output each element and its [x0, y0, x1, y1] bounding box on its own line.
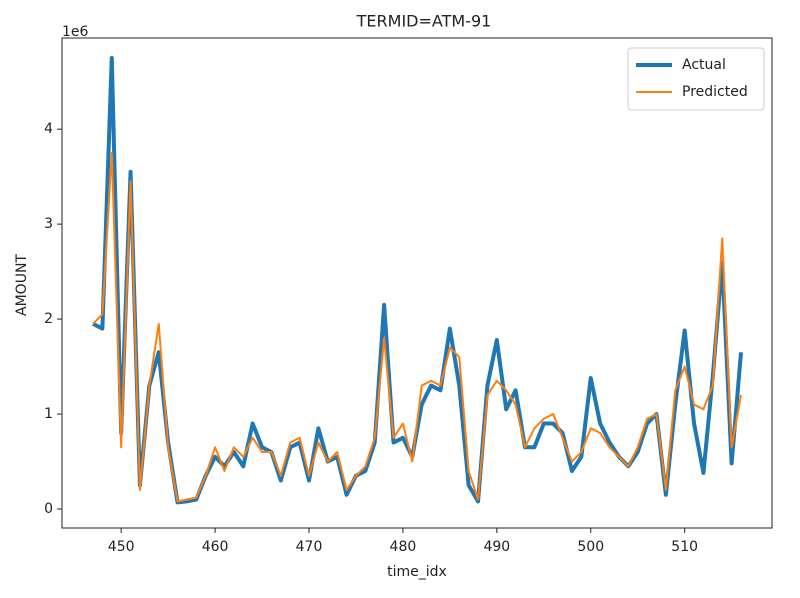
chart-title: TERMID=ATM-91 — [356, 12, 492, 31]
series-line — [92, 151, 742, 503]
y-tick-label: 4 — [44, 121, 53, 137]
x-tick-label: 490 — [483, 539, 510, 555]
series-line — [92, 55, 744, 505]
x-tick-label: 460 — [202, 539, 229, 555]
legend-label: Predicted — [682, 84, 748, 100]
x-axis-label: time_idx — [387, 564, 447, 580]
x-tick-label: 450 — [108, 539, 135, 555]
x-tick-label: 510 — [671, 539, 698, 555]
y-tick-label: 2 — [44, 311, 53, 327]
x-tick-label: 500 — [577, 539, 604, 555]
plot-frame — [61, 37, 773, 529]
y-tick-label: 0 — [44, 501, 53, 517]
x-tick-label: 480 — [390, 539, 417, 555]
y-tick-label: 3 — [44, 216, 53, 232]
y-axis-label: AMOUNT — [14, 254, 30, 316]
x-tick-label: 470 — [296, 539, 323, 555]
y-offset-label: 1e6 — [62, 24, 89, 40]
y-tick-label: 1 — [44, 406, 53, 422]
legend-label: Actual — [682, 57, 726, 73]
